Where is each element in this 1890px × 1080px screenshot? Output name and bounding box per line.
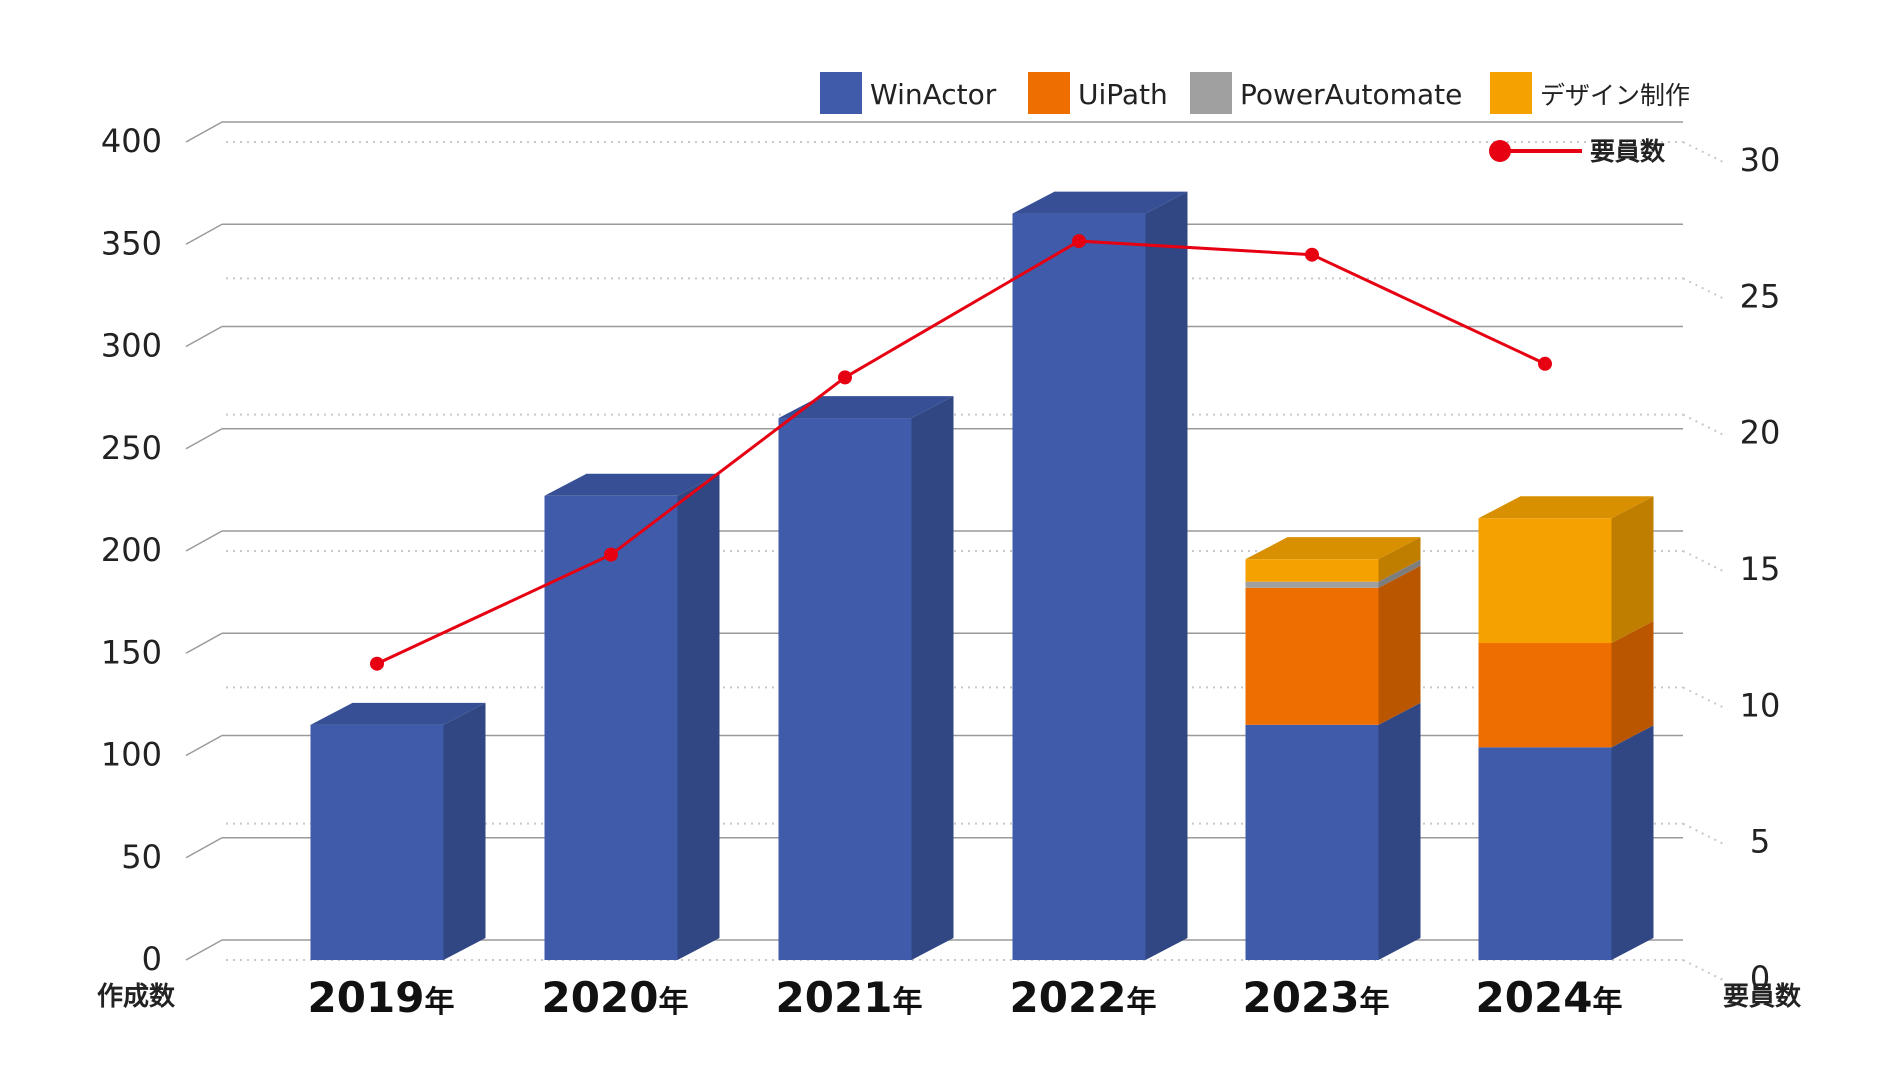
line-point [1072,234,1086,249]
left-gridline-depth [185,734,223,757]
legend-swatch-WinActor [820,72,862,114]
x-axis-tick-label: 2019年 [308,973,455,1022]
legend-swatch-デザイン制作 [1490,72,1532,114]
left-axis-tick-label: 0 [142,940,162,978]
left-axis-tick-label: 200 [101,531,162,569]
bar-WinActor-side [1611,725,1654,960]
bar-WinActor-side [677,473,720,960]
x-axis-tick-label: 2023年 [1243,973,1390,1022]
right-gridline-depth [1682,686,1724,709]
bar-WinActor-top [544,473,720,496]
line-point [838,370,852,385]
right-gridline-depth [1682,550,1724,572]
legend-label: PowerAutomate [1240,78,1462,111]
right-axis-tick-label: 30 [1740,141,1781,179]
bar-WinActor-side [443,702,486,960]
left-axis-tick-label: 250 [101,429,162,467]
right-gridline-depth [1682,141,1724,163]
right-gridline-depth [1682,413,1724,436]
bar-WinActor-top [1012,191,1188,214]
left-axis-tick-label: 400 [101,122,162,160]
line-point [1538,356,1552,371]
right-gridline-depth [1682,277,1724,300]
x-axis-tick-label: 2022年 [1010,973,1157,1022]
bar-WinActor-front [778,418,912,960]
bar-UiPath-side [1611,621,1654,748]
right-axis-tick-label: 0 [1750,959,1770,997]
bar-デザイン制作-side [1611,496,1654,644]
bar-WinActor-side [1378,702,1421,960]
legend-label: WinActor [870,78,997,111]
bar-デザイン制作-front [1245,559,1379,582]
bar-WinActor-front [544,495,678,960]
x-axis-tick-label: 2021年 [776,973,923,1022]
left-axis-tick-label: 350 [101,224,162,262]
bar-WinActor-front [1478,747,1612,960]
bar-WinActor-front [1245,724,1379,960]
bar-UiPath-front [1245,587,1379,725]
bar-デザイン制作-side [1378,537,1421,582]
right-gridline-depth [1682,959,1724,981]
bar-デザイン制作-top [1478,496,1654,519]
legend-label: デザイン制作 [1540,81,1690,110]
left-gridline-depth [185,530,223,552]
legend-swatch-UiPath [1028,72,1070,114]
legend-swatch-PowerAutomate [1190,72,1232,114]
bar-WinActor-side [1145,191,1188,960]
line-point [604,547,618,562]
left-gridline-depth [185,939,223,961]
left-axis-tick-label: 300 [101,327,162,365]
bar-デザイン制作-front [1478,518,1612,644]
left-axis-tick-label: 50 [121,838,162,876]
legend-label: 要員数 [1590,137,1666,166]
right-axis-tick-label: 5 [1750,823,1770,861]
legend-label: UiPath [1078,78,1168,111]
left-axis-tick-label: 100 [101,736,162,774]
bar-WinActor-front [310,724,444,960]
x-axis-tick-label: 2024年 [1476,973,1623,1022]
left-gridline-depth [185,632,223,654]
bar-UiPath-front [1478,643,1612,748]
right-axis-tick-label: 25 [1740,277,1781,315]
bar-WinActor-top [310,702,486,725]
legend-line-marker [1489,140,1511,162]
bar-WinActor-side [911,396,954,960]
left-gridline-depth [185,837,223,859]
line-point [1305,247,1319,262]
left-gridline-depth [185,428,223,450]
bar-WinActor-front [1012,213,1146,960]
bar-UiPath-side [1378,565,1421,725]
line-point [370,656,384,671]
bar-PowerAutomate-front [1245,581,1379,588]
left-gridline-depth [185,121,223,143]
line-要員数 [376,239,1546,666]
bar-デザイン制作-top [1245,537,1421,560]
right-gridline-depth [1682,822,1724,845]
right-axis-tick-label: 15 [1740,550,1781,588]
bar-PowerAutomate-side [1378,559,1421,588]
bar-WinActor-top [778,396,954,419]
x-axis-tick-label: 2020年 [542,973,689,1022]
left-gridline-depth [185,223,223,245]
left-axis-label: 作成数 [97,982,176,1012]
left-axis-tick-label: 150 [101,633,162,671]
right-axis-label: 要員数 [1723,982,1802,1012]
right-axis-tick-label: 20 [1740,414,1781,452]
right-axis-tick-label: 10 [1740,686,1781,724]
left-gridline-depth [185,325,223,348]
